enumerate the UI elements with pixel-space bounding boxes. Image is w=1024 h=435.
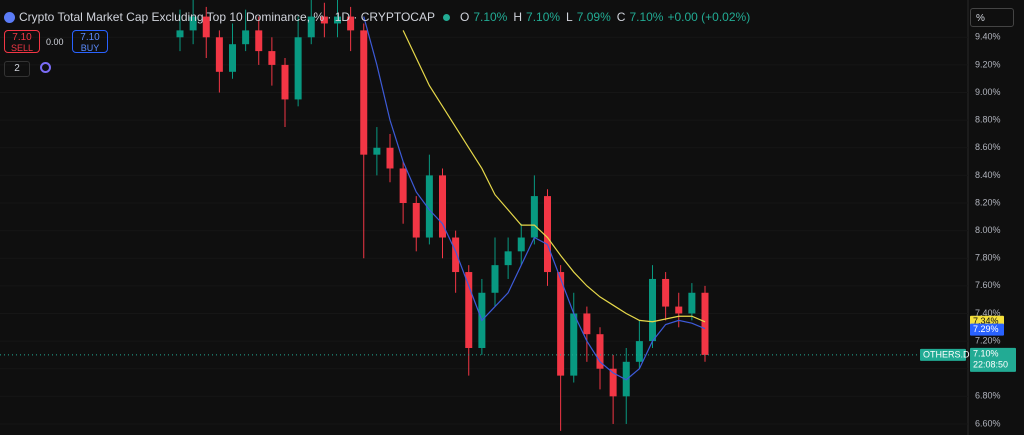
indicators-count: 2 — [14, 63, 20, 74]
y-tick-label: 7.40% — [975, 308, 1001, 318]
ohlc-value: 7.10% — [629, 10, 664, 24]
status-dot — [442, 13, 450, 21]
candle-body — [649, 278, 656, 342]
candle-body — [688, 292, 696, 314]
candle-body — [255, 30, 263, 52]
candle-body — [517, 237, 525, 252]
candle-body — [530, 196, 538, 238]
last-price-badge-bg — [970, 347, 1016, 372]
y-tick-label: 8.40% — [975, 170, 1001, 180]
candle-body — [386, 147, 394, 169]
candle-body — [360, 30, 368, 155]
candle-body — [662, 278, 670, 307]
candle-body — [202, 16, 210, 38]
candle-body — [557, 272, 565, 376]
candle-body — [399, 168, 407, 203]
candle-body — [439, 175, 446, 238]
ma-short-badge-bg — [970, 323, 1004, 336]
candle-body — [701, 292, 709, 355]
moving-average-line — [363, 16, 706, 381]
y-tick-label: 7.60% — [975, 280, 1001, 290]
candle-body — [465, 272, 473, 348]
header: Crypto Total Market Cap Excluding Top 10… — [4, 10, 750, 24]
y-tick-label: 8.20% — [975, 197, 1001, 207]
y-tick-label: 8.00% — [975, 225, 1001, 235]
ohlc-key: O — [459, 10, 470, 24]
ohlc-key: H — [513, 10, 523, 24]
buy-button[interactable]: 7.10 BUY — [72, 30, 108, 53]
symbol-icon — [4, 11, 15, 23]
candle-body — [452, 237, 460, 273]
y-tick-label: 6.80% — [975, 391, 1001, 401]
candle-body — [596, 334, 604, 369]
ohlc: O 7.10% H 7.10% L 7.09% C 7.10% — [458, 10, 664, 24]
title: Crypto Total Market Cap Excluding Top 10… — [19, 10, 435, 24]
sell-label: SELL — [10, 43, 34, 53]
candle-body — [635, 341, 643, 362]
candle-body — [491, 265, 499, 293]
y-tick-label: 9.20% — [975, 59, 1001, 69]
last-price: 7.10% — [973, 348, 999, 358]
candle-body — [320, 16, 328, 24]
ohlc-key: C — [616, 10, 626, 24]
candle-body — [675, 306, 683, 314]
ohlc-value: 7.09% — [576, 10, 611, 24]
candle-body — [504, 251, 512, 266]
candle-body — [373, 147, 381, 155]
candle-body — [609, 368, 617, 397]
indicators-toggle[interactable]: 2 — [4, 61, 30, 77]
candle-body — [570, 313, 578, 376]
sell-button[interactable]: 7.10 SELL — [4, 30, 40, 53]
y-tick-label: 8.60% — [975, 142, 1001, 152]
ohlc-value: 7.10% — [526, 10, 561, 24]
candle-body — [583, 313, 591, 335]
scale-button[interactable]: % — [970, 8, 1014, 27]
candle-body — [215, 37, 223, 72]
candle-body — [242, 30, 250, 45]
y-tick-label: 7.80% — [975, 253, 1001, 263]
candle-body — [347, 16, 355, 31]
ohlc-key: L — [566, 10, 573, 24]
sell-price: 7.10 — [12, 32, 32, 43]
symbol-badge: OTHERS.D — [923, 349, 970, 359]
y-tick-label: 9.00% — [975, 87, 1001, 97]
candle-body — [425, 175, 433, 238]
spread: 0.00 — [46, 37, 64, 47]
moving-average-line — [402, 30, 706, 323]
candle-body — [334, 16, 341, 24]
refresh-icon[interactable] — [40, 62, 51, 73]
candle-body — [294, 37, 302, 100]
countdown: 22:08:50 — [973, 359, 1008, 369]
y-tick-label: 7.20% — [975, 335, 1001, 345]
candle-body — [307, 16, 315, 38]
buy-price: 7.10 — [80, 32, 100, 43]
candle-body — [281, 64, 289, 100]
ma-long-badge: 7.34% — [973, 316, 999, 326]
candle-body — [412, 203, 420, 238]
symbol-badge-bg — [920, 348, 966, 361]
y-tick-label: 9.40% — [975, 32, 1001, 42]
buy-label: BUY — [80, 43, 100, 53]
candle-body — [268, 51, 276, 65]
candle-body — [189, 16, 197, 31]
candle-body — [544, 196, 551, 273]
change: +0.00 (+0.02%) — [667, 10, 751, 24]
y-tick-label: 8.80% — [975, 115, 1001, 125]
candle-body — [229, 44, 236, 72]
candle-body — [176, 30, 184, 38]
ohlc-value: 7.10% — [473, 10, 508, 24]
ma-short-badge: 7.29% — [973, 324, 999, 334]
y-tick-label: 6.60% — [975, 418, 1001, 428]
